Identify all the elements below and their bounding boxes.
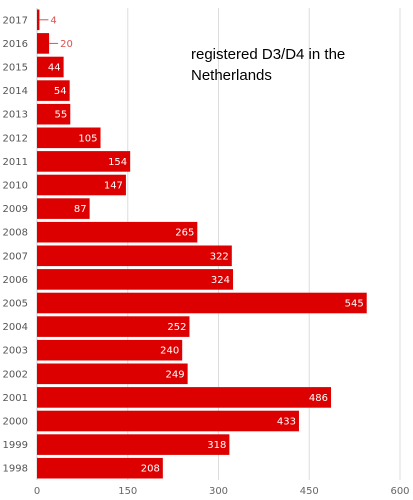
category-label: 1998 xyxy=(3,464,28,475)
category-label: 1999 xyxy=(3,440,28,451)
category-label: 2002 xyxy=(3,369,28,380)
category-label: 2005 xyxy=(3,299,28,310)
value-label: 105 xyxy=(78,133,97,144)
bar xyxy=(37,198,90,219)
value-label: 54 xyxy=(54,86,67,97)
x-tick-label: 150 xyxy=(118,486,137,497)
category-label: 2014 xyxy=(3,86,28,97)
bar xyxy=(37,410,299,432)
value-label: 147 xyxy=(104,181,123,192)
value-label: 252 xyxy=(167,322,186,333)
x-tick-label: 300 xyxy=(209,486,228,497)
value-label: 208 xyxy=(141,464,160,475)
bar xyxy=(37,174,126,196)
value-label: 265 xyxy=(175,228,194,239)
value-label: 318 xyxy=(207,440,226,451)
category-label: 2000 xyxy=(3,417,28,428)
bar xyxy=(37,33,50,54)
bar xyxy=(37,269,234,290)
x-tick-label: 450 xyxy=(300,486,319,497)
bar xyxy=(37,151,131,172)
x-tick-label: 600 xyxy=(390,486,409,497)
value-label: 154 xyxy=(108,157,127,168)
value-label: 433 xyxy=(277,417,296,428)
bar xyxy=(37,127,101,149)
value-label: 44 xyxy=(48,63,61,74)
bar xyxy=(37,316,190,337)
value-label: 4 xyxy=(50,15,56,26)
category-label: 2017 xyxy=(3,15,28,26)
bar xyxy=(37,292,367,314)
category-label: 2001 xyxy=(3,393,28,404)
labels: 0 150 300 450 600 2017 4 2016 20 2015 44 2014 54 2013… xyxy=(3,15,410,497)
category-label: 2011 xyxy=(3,157,28,168)
category-label: 2006 xyxy=(3,275,28,286)
category-label: 2016 xyxy=(3,39,28,50)
bar xyxy=(37,56,64,78)
value-label: 324 xyxy=(211,275,230,286)
bar xyxy=(37,103,71,125)
value-label: 240 xyxy=(160,346,179,357)
category-label: 2010 xyxy=(3,181,28,192)
x-tick-label: 0 xyxy=(34,486,40,497)
bars xyxy=(37,9,367,479)
bar xyxy=(37,387,332,408)
value-label: 545 xyxy=(345,299,364,310)
category-label: 2009 xyxy=(3,204,28,215)
value-label: 249 xyxy=(166,369,185,380)
value-label: 20 xyxy=(60,39,73,50)
category-label: 2012 xyxy=(3,133,28,144)
category-label: 2008 xyxy=(3,228,28,239)
category-label: 2004 xyxy=(3,322,28,333)
bar xyxy=(37,339,183,361)
chart-title: registered D3/D4 in the Netherlands xyxy=(191,46,346,84)
bar xyxy=(37,457,163,479)
bar xyxy=(37,363,188,385)
category-label: 2003 xyxy=(3,346,28,357)
bar xyxy=(37,245,232,267)
bar xyxy=(37,221,198,243)
bar xyxy=(37,9,40,31)
value-label: 322 xyxy=(210,251,229,262)
category-label: 2007 xyxy=(3,251,28,262)
value-label: 55 xyxy=(55,110,68,121)
value-label: 87 xyxy=(74,204,87,215)
category-label: 2015 xyxy=(3,63,28,74)
bar xyxy=(37,434,230,455)
bar xyxy=(37,80,70,101)
category-label: 2013 xyxy=(3,110,28,121)
value-label: 486 xyxy=(309,393,328,404)
